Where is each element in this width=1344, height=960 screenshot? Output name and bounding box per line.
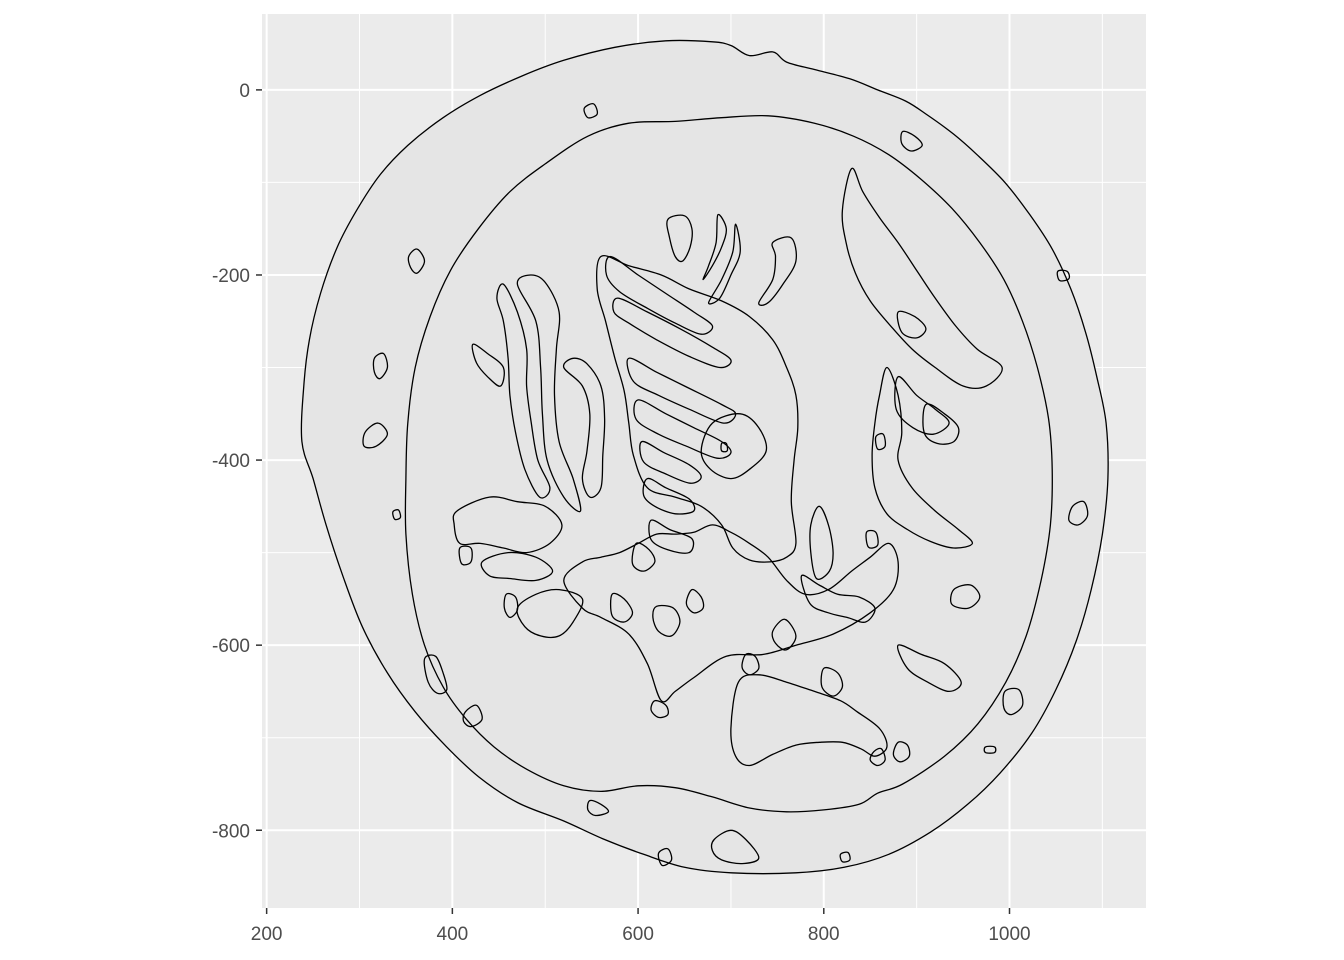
contour-feather-5 (639, 440, 702, 484)
x-tick-label: 200 (251, 924, 283, 945)
contour-blob-a (666, 214, 693, 263)
y-tick-label: -400 (212, 451, 250, 472)
y-tick-label: -800 (212, 821, 250, 842)
contour-blob-ae (407, 248, 426, 274)
contour-blob-ak (657, 847, 673, 867)
contour-tail-curl (730, 674, 888, 767)
contour-blob-ar (865, 529, 879, 549)
contour-blob-al (839, 851, 851, 863)
contour-neck-front (871, 366, 974, 549)
contour-inner-rim (404, 114, 1053, 813)
contour-blob-ad (458, 545, 473, 566)
contour-blob-e (471, 343, 505, 387)
contour-body-main (563, 524, 899, 703)
y-tick-label: -600 (212, 636, 250, 657)
contour-blob-n (771, 618, 797, 651)
contour-blob-an (1056, 269, 1071, 282)
contour-blob-ao (983, 745, 997, 754)
contour-wing-main (595, 255, 799, 563)
contour-blob-r (609, 592, 634, 623)
contour-blob-b (702, 213, 728, 281)
contour-blob-m (800, 574, 876, 623)
y-tick-label: -200 (212, 266, 250, 287)
contour-blob-o (820, 666, 844, 697)
contour-blob-aq (874, 432, 887, 451)
contour-blob-l (896, 644, 962, 693)
contour-blob-ag (362, 422, 389, 449)
contour-blob-v (869, 747, 886, 767)
x-tick-label: 1000 (988, 924, 1030, 945)
contour-blob-ac (503, 592, 519, 619)
contour-leg-left (516, 588, 584, 639)
contour-blob-ap (720, 441, 729, 453)
contour-blob-c (707, 223, 741, 305)
contour-blob-s (631, 542, 656, 572)
contour-wing-left-3 (496, 283, 551, 499)
contour-blob-h (894, 376, 950, 435)
x-tick-label: 600 (622, 924, 654, 945)
contour-claw-left (452, 496, 563, 554)
contour-blob-am (392, 509, 402, 521)
contour-claw-left-2 (480, 551, 554, 582)
contour-blob-q (685, 588, 705, 614)
contour-blob-d (758, 236, 797, 306)
contour-feather-6 (642, 477, 696, 515)
contour-blob-j (896, 310, 927, 339)
contour-head-neck (841, 167, 1003, 389)
contour-wing-left-2 (562, 357, 606, 499)
contour-blob-g (809, 505, 834, 580)
x-tick-label: 400 (437, 924, 469, 945)
contour-feather-1 (604, 255, 714, 335)
x-axis: 200 400 600 800 1000 (251, 908, 1031, 945)
contour-feather-7 (648, 519, 695, 554)
contour-blob-y (1068, 500, 1089, 526)
contour-blob-w (892, 741, 911, 763)
contour-blob-k (949, 584, 981, 610)
contour-wing-left-1 (516, 274, 582, 513)
contour-blob-aa (423, 654, 448, 695)
contour-blob-x (710, 829, 760, 865)
contour-blob-ab (462, 704, 483, 728)
x-tick-label: 800 (808, 924, 840, 945)
contour-feather-3 (626, 357, 737, 424)
contour-blob-f (700, 413, 768, 480)
contour-blob-aj (586, 799, 610, 817)
contour-feather-4 (633, 399, 732, 460)
contour-lines (300, 39, 1109, 875)
contour-blob-af (372, 352, 389, 380)
contour-blob-z (1002, 687, 1024, 716)
contour-blob-t (741, 652, 760, 676)
contour-blob-p (652, 604, 681, 637)
contour-feather-2 (612, 297, 732, 369)
contour-blob-u (650, 699, 669, 719)
y-tick-label: 0 (239, 81, 250, 102)
contour-blob-ah (900, 130, 923, 152)
contour-blob-i (922, 403, 960, 445)
contour-blob-ai (583, 102, 599, 119)
y-axis: 0 -200 -400 -600 -800 (212, 81, 262, 842)
